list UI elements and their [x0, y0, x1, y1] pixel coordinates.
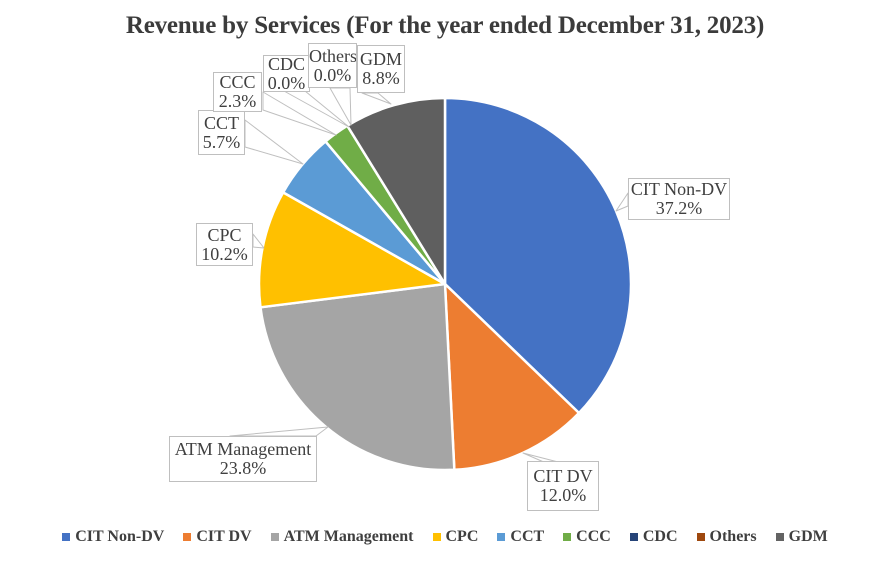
legend-marker-icon [432, 533, 441, 541]
legend-marker-icon [270, 533, 279, 541]
callout-cct: CCT 5.7% [198, 110, 245, 155]
chart-legend: CIT Non-DV CIT DV ATM Management CPC CCT CCC C… [0, 526, 890, 548]
callout-leader-cit-non-dv [615, 192, 629, 212]
callout-value: 2.3% [218, 91, 257, 111]
callout-leader-atm-management [229, 426, 329, 437]
legend-label: Others [709, 528, 757, 545]
callout-leader-gdm [361, 92, 392, 105]
callout-atm-management: ATM Management 23.8% [169, 436, 317, 482]
legend-label: CIT Non-DV [75, 528, 165, 545]
callout-label: CIT DV [533, 466, 593, 486]
callout-label: Others [309, 45, 357, 66]
callout-value: 37.2% [655, 198, 703, 218]
callout-cit-non-dv: CIT Non-DV 37.2% [628, 178, 730, 220]
callout-leader-ccc [262, 91, 337, 136]
legend-marker-icon [497, 533, 506, 541]
callout-value: 0.0% [313, 64, 352, 85]
legend-item-cit-dv: CIT DV [183, 528, 252, 546]
callout-value: 5.7% [202, 131, 241, 152]
pie-slice-cit-dv [443, 282, 581, 472]
callout-ccc: CCC 2.3% [213, 72, 262, 112]
callout-label: CCC [219, 72, 256, 92]
legend-label: CCC [576, 528, 611, 545]
callout-label: ATM Management [174, 439, 312, 459]
legend-item-gdm: GDM [775, 528, 828, 546]
legend-label: CCT [510, 528, 545, 545]
legend-label: ATM Management [283, 528, 414, 545]
legend-marker-icon [629, 533, 638, 541]
legend-marker-icon [62, 533, 71, 541]
callout-label: CDC [267, 55, 305, 74]
legend-item-cdc: CDC [629, 528, 678, 546]
callout-leader-others [329, 87, 352, 126]
legend-marker-icon [696, 533, 705, 541]
legend-marker-icon [183, 533, 192, 541]
legend-item-cpc: CPC [432, 528, 479, 546]
chart-title: Revenue by Services (For the year ended … [125, 12, 765, 39]
legend-marker-icon [775, 533, 784, 541]
legend-label: GDM [788, 528, 828, 545]
legend-label: CIT DV [196, 528, 252, 545]
callout-leader-cct [244, 119, 304, 165]
legend-marker-icon [563, 533, 572, 541]
callout-label: CCT [203, 112, 239, 133]
legend-item-cit-non-dv: CIT Non-DV [62, 528, 164, 546]
callout-value: 23.8% [219, 458, 267, 478]
legend-item-ccc: CCC [563, 528, 611, 546]
callout-leader-cpc [252, 233, 265, 249]
callout-value: 8.8% [362, 68, 400, 88]
legend-item-cct: CCT [497, 528, 544, 546]
legend-label: CPC [445, 528, 479, 545]
callout-others: Others 0.0% [308, 43, 357, 88]
legend-item-others: Others [696, 528, 757, 546]
legend-item-atm-management: ATM Management [270, 528, 414, 546]
callout-cdc: CDC 0.0% [263, 55, 310, 92]
callout-value: 10.2% [201, 243, 248, 264]
callout-value: 12.0% [539, 485, 587, 505]
callout-cpc: CPC 10.2% [196, 223, 253, 266]
callout-label: CIT Non-DV [630, 179, 728, 199]
legend-label: CDC [642, 528, 678, 545]
callout-value: 0.0% [267, 72, 306, 92]
callout-gdm: GDM 8.8% [357, 45, 405, 93]
callout-cit-dv: CIT DV 12.0% [527, 461, 599, 511]
callout-label: GDM [359, 49, 402, 69]
pie-slice-atm-management [259, 282, 456, 472]
callout-label: CPC [207, 224, 242, 245]
